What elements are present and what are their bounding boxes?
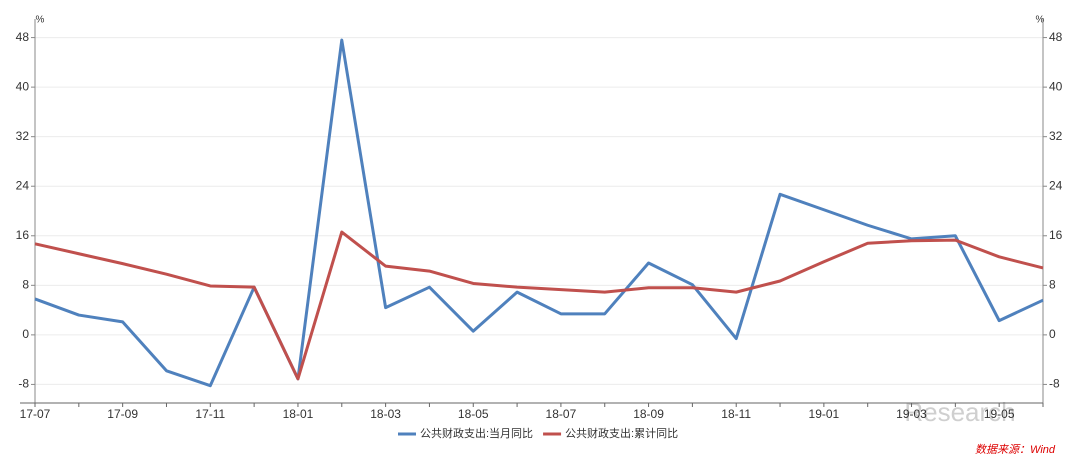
x-tick-label: 17-07 bbox=[20, 407, 51, 421]
x-tick-label: 19-05 bbox=[984, 407, 1015, 421]
y2-tick-label: -8 bbox=[1049, 377, 1060, 391]
watermark: Research bbox=[904, 397, 1015, 427]
x-tick-label: 18-01 bbox=[283, 407, 314, 421]
source: 数据来源：Wind bbox=[975, 443, 1056, 456]
y-unit: % bbox=[36, 15, 45, 26]
legend-label: 公共财政支出:累计同比 bbox=[565, 426, 678, 440]
y2-tick-label: 40 bbox=[1049, 79, 1063, 93]
x-tick-label: 17-09 bbox=[107, 407, 138, 421]
y-tick-label: 0 bbox=[22, 327, 29, 341]
y2-tick-label: 0 bbox=[1049, 327, 1056, 341]
y2-tick-label: 8 bbox=[1049, 277, 1056, 291]
x-tick-label: 18-03 bbox=[370, 407, 401, 421]
y-tick-label: 32 bbox=[16, 129, 30, 143]
x-tick-label: 18-09 bbox=[633, 407, 664, 421]
y-tick-label: -8 bbox=[18, 377, 29, 391]
y-tick-label: 40 bbox=[16, 79, 30, 93]
y2-tick-label: 16 bbox=[1049, 228, 1063, 242]
x-tick-label: 18-07 bbox=[546, 407, 577, 421]
x-tick-label: 18-11 bbox=[721, 407, 751, 421]
y2-tick-label: 48 bbox=[1049, 30, 1063, 44]
x-tick-label: 18-05 bbox=[458, 407, 489, 421]
legend-label: 公共财政支出:当月同比 bbox=[420, 426, 533, 440]
y2-unit: % bbox=[1036, 15, 1045, 26]
x-tick-label: 19-01 bbox=[809, 407, 840, 421]
y-tick-label: 24 bbox=[16, 178, 30, 192]
y-tick-label: 8 bbox=[22, 277, 29, 291]
x-tick-label: 19-03 bbox=[896, 407, 927, 421]
y2-tick-label: 32 bbox=[1049, 129, 1063, 143]
y-tick-label: 48 bbox=[16, 30, 30, 44]
y2-tick-label: 24 bbox=[1049, 178, 1063, 192]
y-tick-label: 16 bbox=[16, 228, 30, 242]
x-tick-label: 17-11 bbox=[195, 407, 225, 421]
line-series bbox=[34, 38, 1044, 388]
line-series bbox=[34, 230, 1044, 381]
